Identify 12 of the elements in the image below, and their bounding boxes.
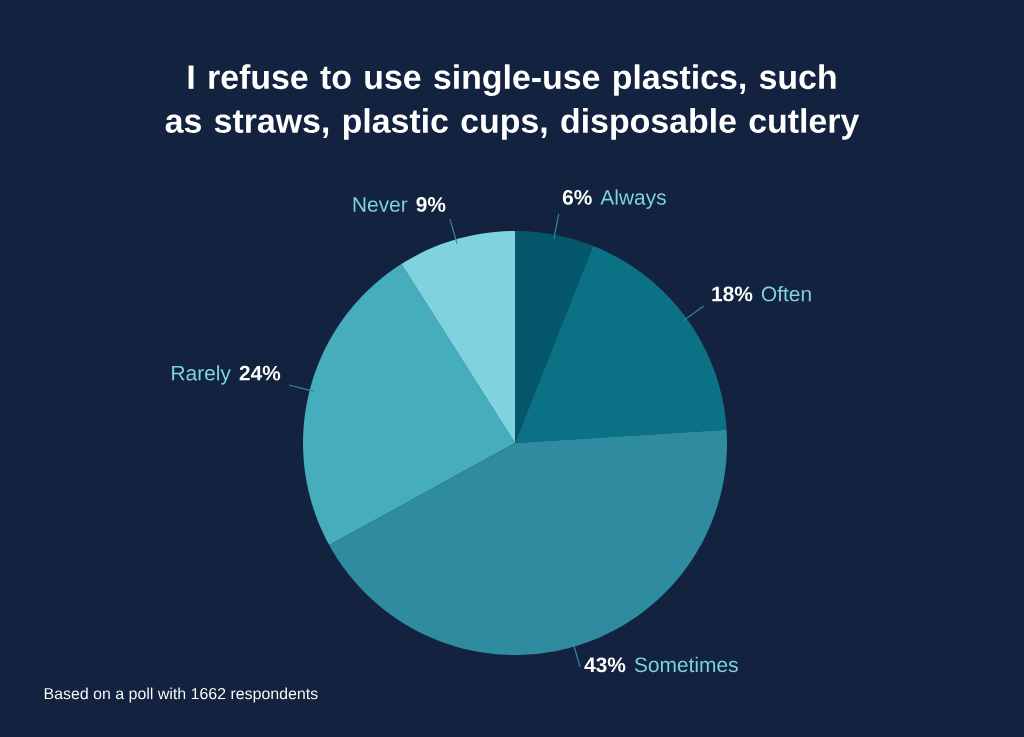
data-label: 24% bbox=[239, 365, 281, 381]
slice-label: Never bbox=[353, 197, 408, 212]
data-label: 43% bbox=[584, 657, 626, 673]
data-label: 6% bbox=[562, 189, 592, 205]
slice-label: Sometimes bbox=[634, 656, 738, 673]
slice-label: Always bbox=[600, 189, 666, 209]
text: Based on a poll with 1662 respondents bbox=[44, 687, 318, 703]
data-label: 9% bbox=[416, 197, 446, 212]
slice-label: Often bbox=[761, 286, 811, 302]
slice-label: Rarely bbox=[172, 365, 231, 385]
data-label: 18% bbox=[712, 286, 753, 302]
chart-title: I refuse to use single-use plastics, such as straws, plastic cups, disposable cutlery bbox=[165, 64, 860, 140]
